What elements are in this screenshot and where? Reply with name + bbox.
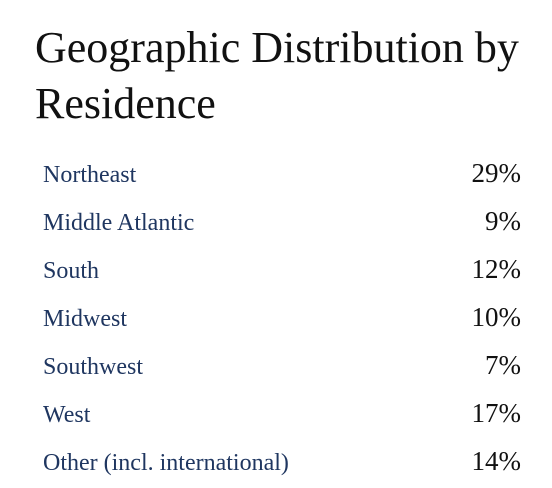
row-label: Southwest bbox=[43, 354, 144, 380]
row-label: West bbox=[43, 402, 91, 428]
table-row: Southwest 7% bbox=[43, 350, 521, 398]
row-value: 12% bbox=[471, 254, 522, 284]
row-label: South bbox=[43, 258, 100, 284]
table-row: West 17% bbox=[43, 398, 521, 446]
row-value: 10% bbox=[471, 302, 522, 332]
row-label: Other (incl. international) bbox=[43, 450, 289, 476]
table-row: Midwest 10% bbox=[43, 302, 521, 350]
row-value: 17% bbox=[471, 398, 522, 428]
page-title: Geographic Distribution by Residence bbox=[35, 23, 519, 128]
distribution-table: Northeast 29% Middle Atlantic 9% South 1… bbox=[43, 158, 521, 488]
table-row: Middle Atlantic 9% bbox=[43, 206, 521, 254]
row-value: 7% bbox=[485, 350, 521, 380]
table-row: Other (incl. international) 14% bbox=[43, 446, 521, 488]
row-value: 9% bbox=[485, 206, 521, 236]
table-row: Northeast 29% bbox=[43, 158, 521, 206]
row-value: 29% bbox=[471, 158, 522, 188]
row-value: 14% bbox=[471, 446, 522, 476]
row-label: Midwest bbox=[43, 306, 127, 332]
row-label: Middle Atlantic bbox=[43, 210, 195, 236]
row-label: Northeast bbox=[43, 162, 137, 188]
table-row: South 12% bbox=[43, 254, 521, 302]
